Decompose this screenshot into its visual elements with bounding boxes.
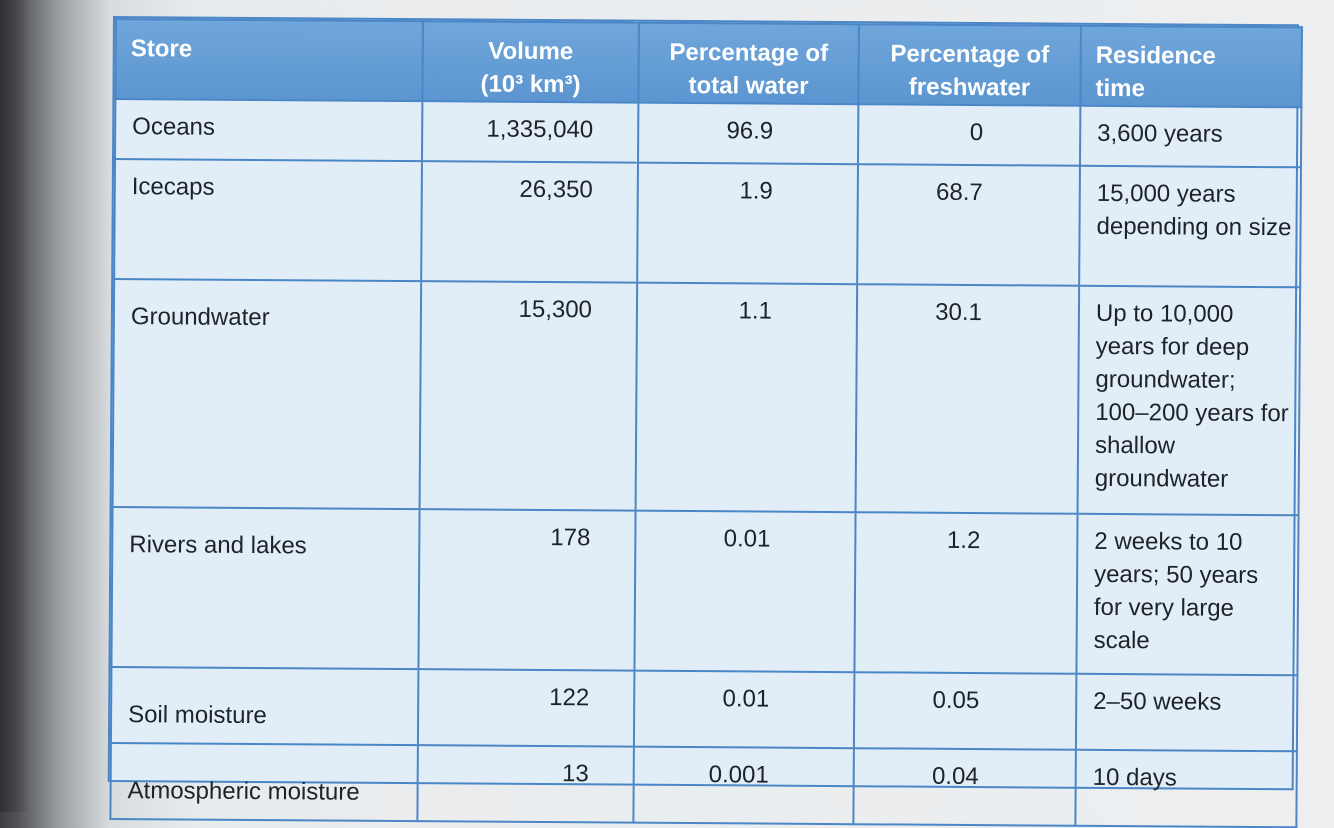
pct-total-cell: 1.9 [637,162,858,285]
store-cell: Atmospheric moisture [110,743,418,822]
table-row: Groundwater 15,300 1.1 30.1 Up to 10,000… [112,279,1301,516]
header-volume: Volume (10³ km³) [422,21,639,103]
volume-cell: 13 [417,745,634,823]
volume-cell: 1,335,040 [421,101,639,163]
pct-total-cell: 1.1 [635,282,858,513]
pct-fresh-cell: 1.2 [854,512,1078,674]
store-cell: Icecaps [114,159,422,282]
water-stores-table: Store Volume (10³ km³) Percentage of tot… [107,16,1302,828]
pct-total-cell: 0.001 [633,746,854,825]
residence-cell: 2 weeks to 10 years; 50 years for very l… [1076,513,1299,676]
header-pct-fresh: Percentage of freshwater [858,24,1081,106]
table-row: Rivers and lakes 178 0.01 1.2 2 weeks to… [111,507,1299,676]
table-row: Atmospheric moisture 13 0.001 0.04 10 da… [110,743,1297,828]
header-row: Store Volume (10³ km³) Percentage of tot… [115,19,1302,108]
table-row: Oceans 1,335,040 96.9 0 3,600 years [115,99,1302,168]
volume-cell: 26,350 [421,161,638,283]
store-cell: Groundwater [112,279,422,510]
header-residence: Residence time [1080,25,1302,108]
pct-total-cell: 0.01 [633,670,855,749]
store-cell: Oceans [115,99,423,162]
table-row: Soil moisture 122 0.01 0.05 2–50 weeks [110,667,1298,752]
store-cell: Rivers and lakes [111,507,420,670]
volume-cell: 15,300 [419,281,638,511]
residence-cell: 15,000 years depending on size [1079,165,1301,288]
residence-cell: 10 days [1075,749,1297,828]
table-row: Icecaps 26,350 1.9 68.7 15,000 years dep… [114,159,1301,288]
page-binding-shadow [0,0,32,812]
data-table: Store Volume (10³ km³) Percentage of tot… [109,18,1303,828]
pct-total-cell: 96.9 [637,102,859,165]
volume-cell: 178 [418,509,636,671]
volume-cell: 122 [417,669,635,747]
pct-fresh-cell: 0.05 [853,672,1077,750]
pct-fresh-cell: 30.1 [855,284,1080,514]
residence-cell: Up to 10,000 years for deep groundwater;… [1077,285,1301,516]
header-store: Store [115,19,423,102]
residence-cell: 2–50 weeks [1075,673,1298,752]
pct-total-cell: 0.01 [634,510,856,673]
residence-cell: 3,600 years [1079,105,1302,168]
store-cell: Soil moisture [110,667,419,746]
pct-fresh-cell: 0 [857,104,1081,166]
pct-fresh-cell: 68.7 [857,164,1080,286]
header-pct-total: Percentage of total water [638,22,859,105]
pct-fresh-cell: 0.04 [853,748,1076,826]
